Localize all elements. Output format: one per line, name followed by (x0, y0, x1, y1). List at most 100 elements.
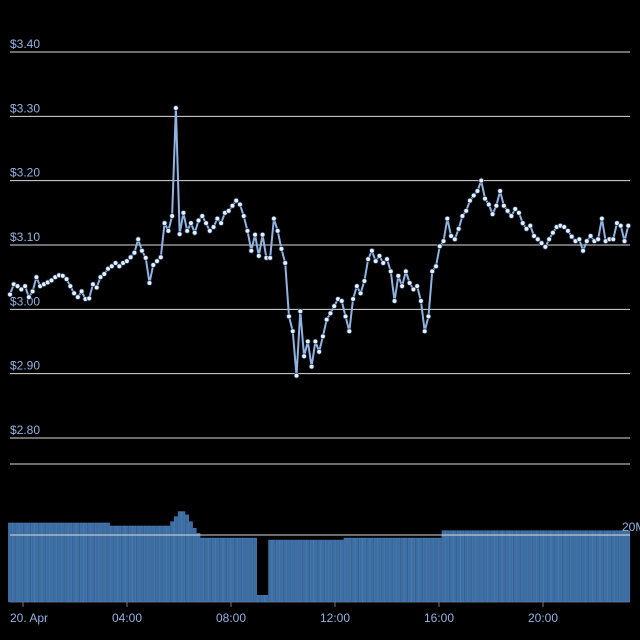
volume-bar (486, 530, 491, 603)
price-point (542, 244, 549, 250)
volume-bar (539, 530, 544, 603)
volume-bar (283, 539, 288, 603)
volume-bar (328, 539, 333, 603)
volume-bar (98, 522, 103, 603)
volume-bar (577, 530, 582, 603)
price-point (240, 213, 247, 219)
volume-bar (569, 530, 574, 603)
price-point (124, 258, 130, 264)
price-point (90, 281, 96, 288)
volume-bar (79, 522, 84, 603)
y-tick-label: $2.80 (10, 423, 40, 437)
volume-bar (588, 530, 593, 603)
price-point (312, 338, 319, 345)
volume-bar (287, 539, 291, 603)
volume-bar (426, 537, 431, 603)
volume-bar (260, 595, 265, 603)
volume-bar (498, 530, 502, 603)
volume-bar (475, 530, 480, 603)
volume-bar (268, 539, 272, 603)
price-point (323, 316, 330, 323)
y-tick-label: $2.90 (10, 359, 40, 373)
volume-bar (603, 530, 608, 603)
price-point (131, 249, 138, 256)
volume-bar (626, 530, 631, 603)
volume-bar (27, 522, 31, 603)
price-point (316, 348, 322, 355)
volume-bar (596, 530, 600, 603)
price-point (135, 236, 141, 243)
volume-bar (600, 530, 604, 603)
price-point (508, 213, 515, 219)
price-point (158, 254, 164, 261)
price-point (101, 271, 108, 277)
volume-bar (181, 511, 186, 603)
volume-bar (45, 522, 50, 603)
price-point (248, 247, 255, 254)
volume-bar (536, 530, 540, 603)
price-point (470, 192, 477, 199)
y-tick-label: $3.00 (10, 294, 40, 308)
price-point (369, 247, 375, 254)
volume-bar (464, 530, 468, 603)
price-point (485, 201, 492, 208)
price-point (184, 228, 190, 234)
volume-bar (543, 530, 548, 603)
volume-bar (170, 521, 174, 603)
price-point (112, 260, 119, 266)
price-point (301, 353, 307, 360)
price-point (546, 236, 552, 243)
price-point (225, 208, 232, 214)
price-point (425, 313, 432, 320)
price-point (267, 255, 273, 261)
volume-bar (42, 522, 46, 603)
volume-bar (573, 530, 578, 603)
volume-bar (215, 537, 220, 603)
volume-bar (460, 530, 465, 603)
volume-bar (434, 537, 438, 603)
volume-bar (456, 530, 461, 603)
volume-bar (264, 595, 269, 603)
x-tick-label: 12:00 (320, 611, 350, 625)
volume-bar (72, 522, 76, 603)
price-point (444, 215, 451, 222)
price-point (105, 266, 111, 272)
volume-bar (143, 525, 148, 603)
price-point (617, 222, 624, 229)
price-point (361, 278, 368, 284)
volume-bar (313, 539, 318, 603)
volume-bar (449, 530, 453, 603)
price-point (191, 229, 198, 236)
price-point (188, 220, 194, 226)
price-point (433, 263, 439, 270)
volume-bar (562, 530, 566, 603)
volume-bar (106, 522, 110, 603)
volume-bar (177, 511, 182, 603)
volume-bar (279, 539, 284, 603)
price-point (75, 294, 81, 300)
volume-bar (324, 539, 329, 603)
volume-bar (471, 530, 476, 603)
volume-bar (53, 522, 58, 603)
price-point (71, 290, 77, 297)
price-point (584, 238, 590, 244)
volume-bar (483, 530, 487, 603)
volume-bar (321, 539, 325, 603)
price-point (199, 213, 206, 219)
volume-bar (34, 522, 39, 603)
volume-bar (332, 539, 337, 603)
price-point (399, 283, 405, 289)
volume-bar (192, 528, 197, 603)
volume-bar (23, 522, 27, 603)
volume-bar (336, 539, 340, 603)
price-point (244, 228, 251, 234)
price-point (414, 283, 420, 289)
price-point (463, 208, 469, 214)
volume-bar (490, 530, 495, 603)
price-point (342, 313, 349, 320)
price-point (180, 210, 187, 216)
price-point (459, 213, 466, 219)
volume-bar (400, 537, 404, 603)
price-point (387, 268, 394, 275)
price-point (497, 188, 503, 194)
